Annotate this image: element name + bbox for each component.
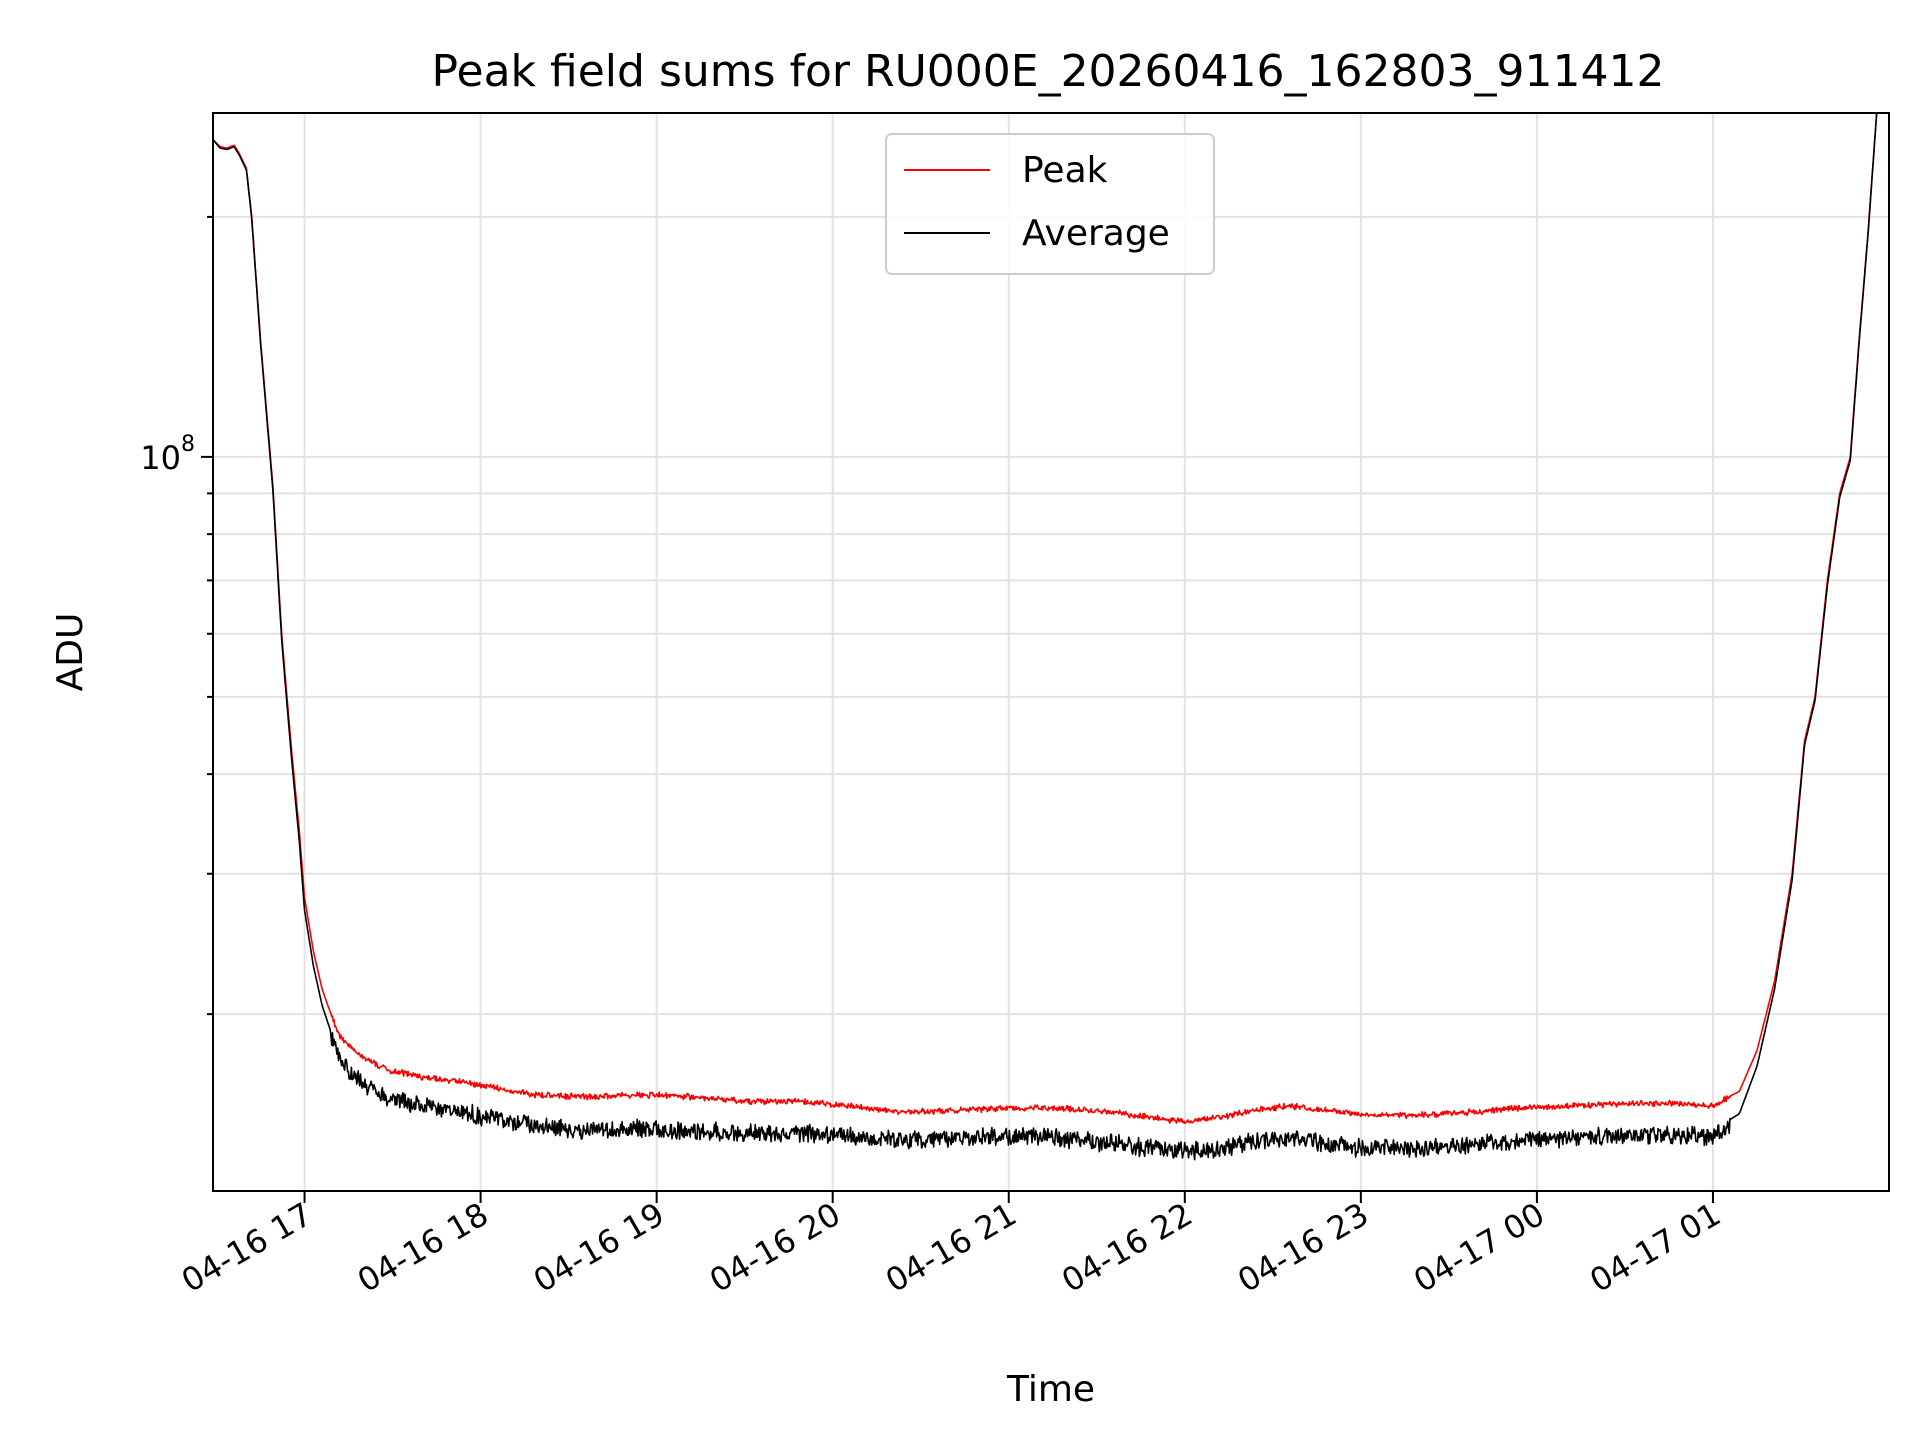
legend-label-peak: Peak xyxy=(1022,150,1108,191)
y-tick-label-exponent: 8 xyxy=(181,432,195,457)
major-gridlines xyxy=(213,113,1889,1191)
legend: Peak Average xyxy=(885,133,1215,275)
y-axis-ticks: 108 xyxy=(140,215,213,1016)
series-layer xyxy=(212,112,1878,1161)
series-line-average xyxy=(212,112,1878,1161)
chart-title: Peak field sums for RU000E_20260416_1628… xyxy=(432,46,1665,97)
minor-gridlines xyxy=(213,215,1889,1016)
series-line-peak xyxy=(212,112,1878,1125)
plot-frame xyxy=(212,112,1890,1192)
y-tick-label: 108 xyxy=(140,432,195,477)
x-axis-label: Time xyxy=(1006,1369,1095,1410)
y-axis-label: ADU xyxy=(50,613,91,692)
legend-label-average: Average xyxy=(1022,213,1170,254)
y-tick-label-base: 10 xyxy=(140,439,181,477)
